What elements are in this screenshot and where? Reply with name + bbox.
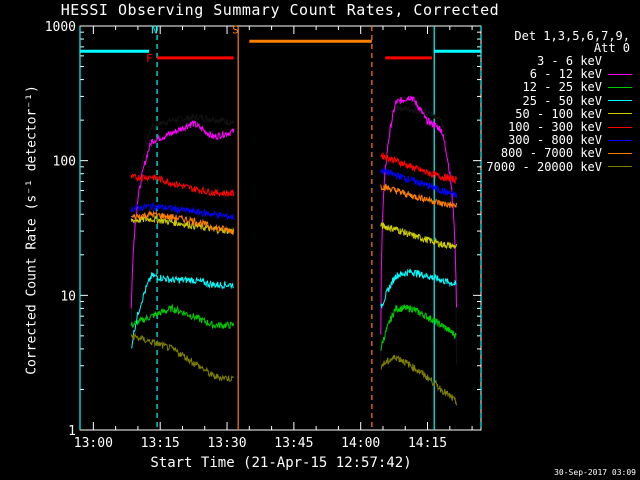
legend-label: 25 - 50 keV <box>522 93 602 108</box>
legend-label: 6 - 12 keV <box>529 67 602 82</box>
x-tick-label: 13:00 <box>74 436 113 451</box>
legend-swatch <box>608 60 632 62</box>
legend-entry: 6 - 12 keV <box>530 67 632 81</box>
legend-swatch <box>608 113 632 115</box>
legend-label: 300 - 800 keV <box>508 133 602 148</box>
legend-entry: 300 - 800 keV <box>508 133 632 147</box>
series-25-50kev <box>130 268 457 349</box>
x-tick-label: 13:30 <box>207 436 246 451</box>
series-line <box>130 332 235 382</box>
chart-title: HESSI Observing Summary Count Rates, Cor… <box>60 1 500 19</box>
series-line <box>380 268 457 309</box>
legend-entry: 12 - 25 keV <box>523 80 632 94</box>
legend-label: 800 - 7000 keV <box>500 146 602 161</box>
legend-entry: 800 - 7000 keV <box>501 146 632 160</box>
y-tick-label: 1 <box>68 424 76 439</box>
legend-swatch <box>608 166 632 168</box>
legend-entry: 50 - 100 keV <box>515 107 632 121</box>
x-tick-label: 14:00 <box>341 436 380 451</box>
series-800-7000kev <box>131 183 457 236</box>
series-line <box>130 202 235 221</box>
flag-annotation: F <box>146 52 153 65</box>
series-6-12kev <box>130 95 457 335</box>
y-tick-label: 1000 <box>45 20 76 35</box>
y-tick-label: 100 <box>53 155 76 170</box>
series-100-300kev <box>130 152 457 197</box>
series-line <box>380 354 457 406</box>
flag-annotation: S <box>232 23 239 36</box>
series-line <box>380 95 457 335</box>
series-line <box>131 210 235 236</box>
legend-swatch <box>608 152 632 154</box>
x-tick-label: 14:15 <box>408 436 447 451</box>
legend-swatch <box>608 126 632 128</box>
series-line <box>380 222 457 250</box>
legend-label: 3 - 6 keV <box>536 54 602 68</box>
legend-entry: 25 - 50 keV <box>523 94 632 108</box>
legend-swatch <box>608 86 632 88</box>
series-line <box>380 303 457 351</box>
y-axis-label: Corrected Count Rate (s⁻¹ detector⁻¹) <box>24 85 40 375</box>
series-300-800kev <box>130 168 457 221</box>
flag-annotation: N <box>151 23 158 36</box>
legend-swatch <box>608 139 632 141</box>
legend-title-detectors: Det 1,3,5,6,7,9, <box>514 29 630 43</box>
series-line <box>380 168 457 199</box>
series-7000-20000kev <box>130 332 457 406</box>
plot-frame <box>79 25 482 431</box>
legend-label: 100 - 300 keV <box>508 120 602 134</box>
legend-label: 50 - 100 keV <box>515 106 602 121</box>
x-tick-label: 13:15 <box>141 436 180 451</box>
plot-timestamp: 30-Sep-2017 03:09 <box>554 468 636 477</box>
legend-label: 12 - 25 keV <box>522 80 602 95</box>
legend-title-attenuator: Att 0 <box>593 41 630 55</box>
series-line <box>130 173 235 197</box>
series-50-100kev <box>130 214 457 250</box>
legend-label: 7000 - 20000 keV <box>486 159 602 174</box>
series-12-25kev <box>130 303 457 351</box>
x-axis-label: Start Time (21-Apr-15 12:57:42) <box>150 455 412 471</box>
legend-entry: 3 - 6 keV <box>537 54 632 68</box>
legend-entry: 100 - 300 keV <box>508 120 632 134</box>
legend-swatch <box>608 73 632 75</box>
legend-swatch <box>608 100 632 102</box>
y-tick-label: 10 <box>60 289 76 304</box>
series-line <box>130 303 235 330</box>
series-line <box>130 112 235 326</box>
series-line <box>380 183 457 209</box>
series-line <box>130 120 235 309</box>
series-line <box>380 152 457 185</box>
series-line <box>130 272 234 349</box>
legend-entry: 7000 - 20000 keV <box>486 160 632 174</box>
x-tick-label: 13:45 <box>274 436 313 451</box>
